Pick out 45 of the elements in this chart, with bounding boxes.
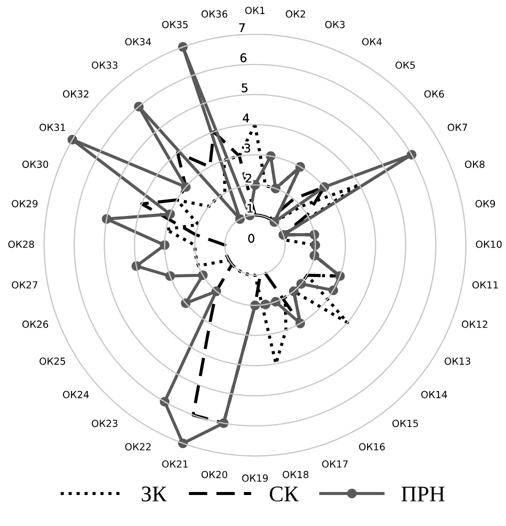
spoke-label: ОК29 bbox=[12, 200, 38, 208]
spoke-label: ОК35 bbox=[162, 20, 188, 28]
spoke-label: ОК17 bbox=[322, 460, 348, 468]
spoke-label: ОК5 bbox=[396, 61, 415, 69]
spoke-label: ОК3 bbox=[325, 20, 345, 28]
y-tick-label: 5 bbox=[242, 84, 248, 92]
spoke-label: ОК24 bbox=[62, 390, 89, 398]
spoke-label: ОК14 bbox=[421, 390, 448, 398]
spoke-label: ОК7 bbox=[448, 124, 468, 132]
spoke-label: ОК21 bbox=[162, 460, 188, 468]
spoke-label: ОК13 bbox=[444, 358, 470, 365]
legend-label: СК bbox=[270, 486, 299, 502]
spoke-label: ОК19 bbox=[242, 474, 268, 482]
y-tick-label: 0 bbox=[248, 234, 254, 243]
spoke-label: ОК15 bbox=[392, 420, 418, 428]
spoke-label: ОК28 bbox=[8, 240, 34, 248]
spoke-label: ОК26 bbox=[22, 320, 48, 328]
legend-label: ПРН bbox=[401, 486, 445, 502]
spoke-label: ОК12 bbox=[462, 320, 488, 328]
y-tick-label: 6 bbox=[240, 53, 246, 62]
spoke-label: ОК34 bbox=[125, 38, 152, 46]
spoke-label: ОК36 bbox=[202, 10, 228, 18]
spoke-label: ОК27 bbox=[12, 281, 38, 289]
spoke-label: ОК6 bbox=[424, 90, 444, 98]
spoke-label: ОК32 bbox=[62, 90, 88, 98]
spoke-label: ОК30 bbox=[22, 160, 48, 168]
spoke-label: ОК22 bbox=[125, 443, 151, 450]
spoke-label: ОК23 bbox=[92, 420, 118, 428]
legend-label: ЗК bbox=[142, 486, 167, 502]
y-tick-label: 4 bbox=[242, 114, 250, 122]
spoke-label: ОК2 bbox=[286, 10, 306, 18]
spoke-label: ОК33 bbox=[92, 61, 118, 69]
spoke-label: ОК20 bbox=[202, 470, 228, 478]
spoke-label: ОК25 bbox=[40, 358, 66, 365]
spoke-label: ОК8 bbox=[464, 160, 484, 168]
spoke-label: ОК4 bbox=[362, 38, 382, 46]
spoke-label: ОК31 bbox=[40, 124, 66, 132]
y-tick-label: 7 bbox=[239, 23, 245, 32]
spoke-label: ОК11 bbox=[472, 281, 498, 289]
spoke-label: ОК9 bbox=[475, 200, 495, 208]
spoke-label: ОК10 bbox=[476, 240, 502, 248]
y-tick-label: 3 bbox=[244, 144, 250, 153]
spoke-label: ОК16 bbox=[359, 443, 385, 450]
spoke-label: ОК1 bbox=[245, 6, 264, 14]
spoke-label: ОК18 bbox=[282, 470, 308, 478]
